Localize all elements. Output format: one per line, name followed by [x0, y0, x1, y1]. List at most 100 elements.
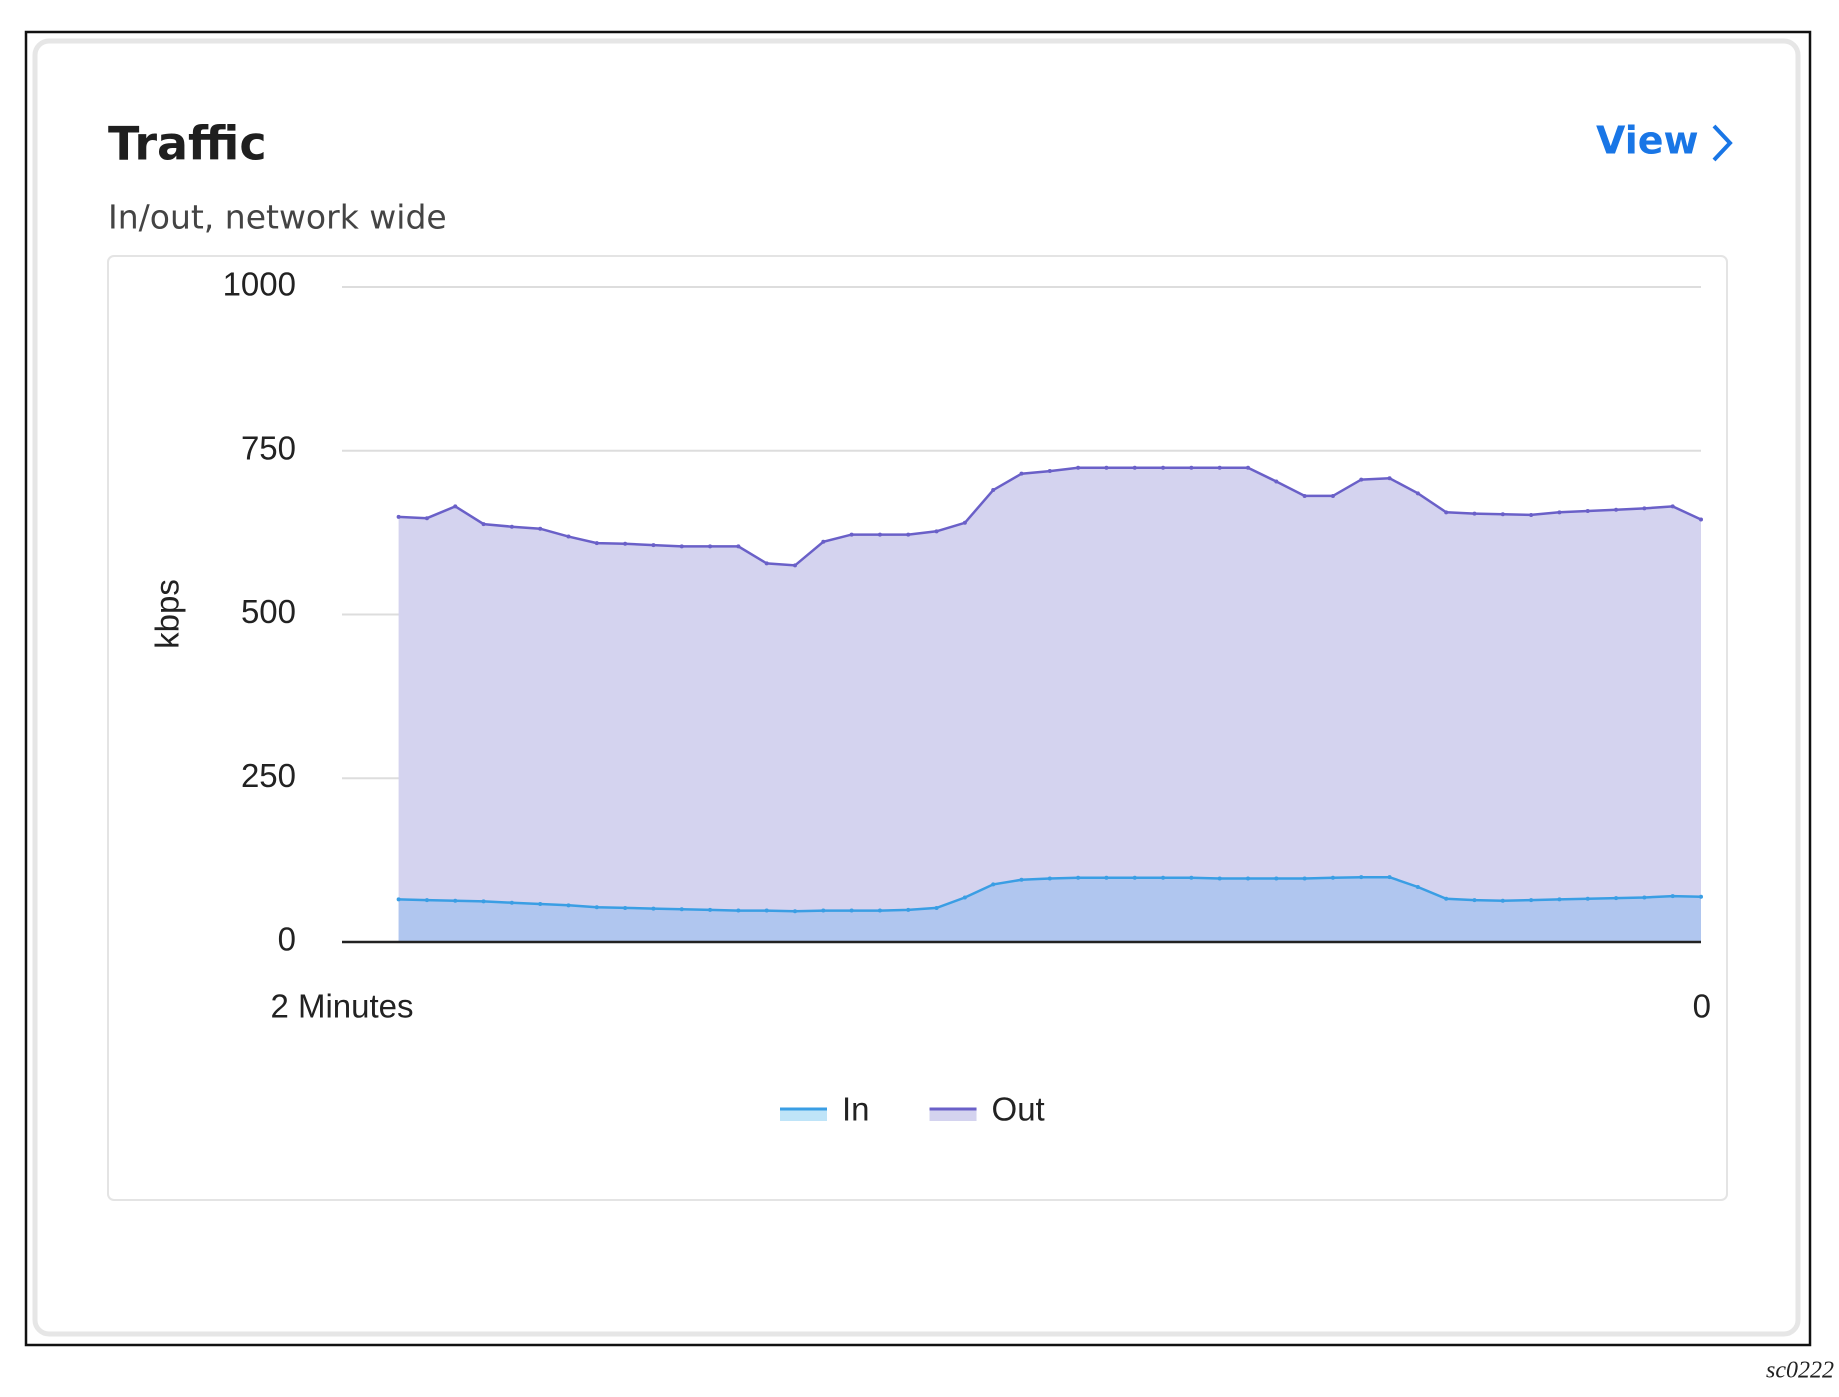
plot: 0 250 500 750 1000 2 Minutes 0 In Out	[223, 266, 1711, 1128]
point-marker	[1472, 898, 1477, 903]
point-marker	[1699, 894, 1703, 899]
point-marker	[594, 541, 599, 546]
point-marker	[877, 908, 882, 913]
point-marker	[453, 504, 458, 509]
point-marker	[1585, 896, 1590, 901]
point-marker	[849, 532, 854, 537]
point-marker	[453, 898, 458, 903]
point-marker	[566, 903, 571, 908]
point-marker	[708, 907, 713, 912]
point-marker	[1670, 894, 1675, 899]
point-marker	[1585, 509, 1590, 514]
point-marker	[991, 488, 996, 493]
point-marker	[424, 898, 429, 903]
point-marker	[1274, 876, 1279, 881]
point-marker	[1047, 469, 1052, 474]
point-marker	[1387, 476, 1392, 481]
point-marker	[538, 526, 543, 531]
point-marker	[1047, 876, 1052, 881]
point-marker	[1415, 884, 1420, 889]
point-marker	[1132, 465, 1137, 470]
point-marker	[1670, 504, 1675, 509]
point-marker	[821, 908, 826, 913]
point-marker	[481, 899, 486, 904]
point-marker	[623, 905, 628, 910]
point-marker	[849, 908, 854, 913]
point-marker	[906, 907, 911, 912]
point-marker	[566, 534, 571, 539]
point-marker	[424, 516, 429, 521]
point-marker	[1330, 493, 1335, 498]
point-marker	[1104, 465, 1109, 470]
point-marker	[764, 908, 769, 913]
y-tick-label: 0	[278, 921, 296, 958]
point-marker	[481, 522, 486, 527]
point-marker	[962, 895, 967, 900]
footnote: sc0222	[1766, 1358, 1834, 1384]
point-marker	[1132, 875, 1137, 880]
point-marker	[962, 520, 967, 525]
point-marker	[934, 905, 939, 910]
point-marker	[1246, 465, 1250, 470]
point-marker	[1699, 517, 1703, 522]
card-subtitle: In/out, network wide	[108, 198, 447, 237]
point-marker	[1330, 875, 1335, 880]
point-marker	[821, 539, 826, 544]
area-fill	[398, 877, 1702, 942]
point-marker	[1614, 507, 1619, 512]
point-marker	[651, 543, 656, 548]
point-marker	[1189, 465, 1194, 470]
area-fill	[398, 467, 1702, 942]
y-tick-label: 750	[241, 429, 296, 466]
point-marker	[793, 563, 797, 568]
point-marker	[396, 514, 401, 519]
x-tick-label: 0	[1693, 988, 1711, 1025]
point-marker	[1217, 876, 1222, 881]
point-marker	[1529, 898, 1534, 903]
point-marker	[1302, 876, 1307, 881]
point-marker	[1557, 510, 1562, 515]
y-tick-label: 500	[241, 593, 296, 630]
y-tick-label: 250	[241, 757, 296, 794]
legend-swatch	[929, 1108, 977, 1121]
point-marker	[651, 906, 656, 911]
point-marker	[509, 900, 514, 905]
point-marker	[1500, 512, 1505, 517]
point-marker	[764, 561, 769, 566]
legend-label: In	[842, 1091, 870, 1128]
point-marker	[877, 532, 882, 537]
point-marker	[679, 544, 684, 549]
chevron-icon[interactable]	[1712, 124, 1733, 162]
point-marker	[1642, 895, 1647, 900]
point-marker	[1246, 876, 1250, 881]
point-marker	[1359, 477, 1364, 482]
point-marker	[1557, 897, 1562, 902]
point-marker	[1189, 875, 1194, 880]
legend-swatch	[780, 1108, 827, 1121]
point-marker	[1104, 875, 1109, 880]
point-marker	[1500, 898, 1505, 903]
y-tick-label: 1000	[223, 266, 296, 303]
point-marker	[1076, 875, 1081, 880]
legend-label: Out	[992, 1091, 1045, 1128]
point-marker	[594, 905, 599, 910]
point-marker	[1642, 506, 1647, 511]
point-marker	[1614, 896, 1619, 901]
point-marker	[1217, 465, 1222, 470]
view-link[interactable]: View	[1596, 119, 1699, 163]
point-marker	[1274, 479, 1279, 484]
point-marker	[1444, 896, 1449, 901]
point-marker	[623, 541, 628, 546]
point-marker	[1019, 877, 1024, 882]
point-marker	[538, 902, 543, 907]
point-marker	[1415, 491, 1420, 496]
y-axis-label: kbps	[149, 579, 186, 649]
point-marker	[708, 544, 713, 549]
point-marker	[396, 897, 401, 902]
point-marker	[1019, 471, 1024, 476]
point-marker	[1076, 465, 1081, 470]
point-marker	[793, 909, 797, 914]
point-marker	[1302, 493, 1307, 498]
